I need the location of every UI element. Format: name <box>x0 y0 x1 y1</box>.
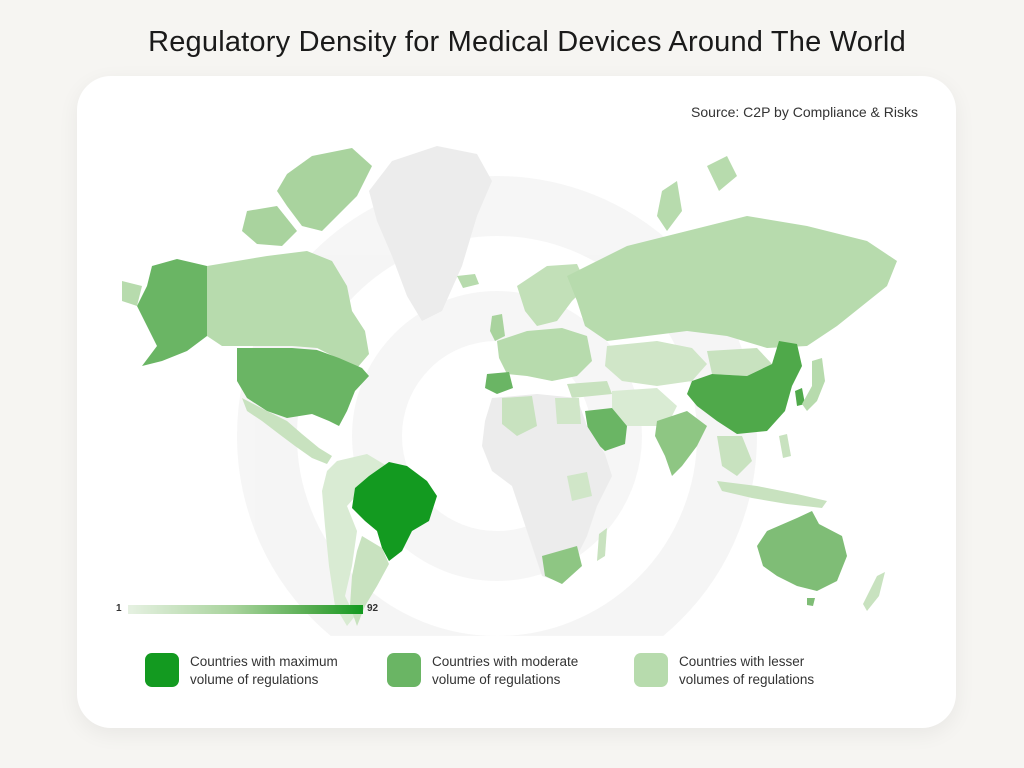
region-andean-south-america[interactable] <box>322 454 387 626</box>
source-label: Source: C2P by Compliance & Risks <box>691 104 918 120</box>
scale-min-label: 1 <box>116 603 122 614</box>
region-canada-islands-2[interactable] <box>242 206 297 246</box>
legend-label-maximum-line2: volume of regulations <box>190 672 319 687</box>
region-canada[interactable] <box>207 251 369 368</box>
legend-label-maximum-line1: Countries with maximum <box>190 654 338 669</box>
region-mongolia[interactable] <box>707 348 772 376</box>
region-algeria[interactable] <box>502 396 537 436</box>
scale-max-label: 92 <box>367 603 379 614</box>
region-russia[interactable] <box>567 216 897 348</box>
chart-title: Regulatory Density for Medical Devices A… <box>148 26 906 58</box>
legend-label-moderate: Countries with moderate volume of regula… <box>432 653 602 689</box>
region-uk[interactable] <box>490 314 505 341</box>
region-tasmania[interactable] <box>807 598 815 606</box>
legend-swatch-maximum <box>145 653 179 687</box>
region-turkey[interactable] <box>567 381 612 398</box>
region-canada-islands[interactable] <box>277 148 372 231</box>
region-new-zealand[interactable] <box>863 572 885 611</box>
legend-label-lesser-line2: volumes of regulations <box>679 672 815 687</box>
legend-label-lesser: Countries with lesser volumes of regulat… <box>679 653 849 689</box>
region-south-korea[interactable] <box>795 388 805 406</box>
legend-swatch-moderate <box>387 653 421 687</box>
legend-item-maximum: Countries with maximum volume of regulat… <box>145 653 360 689</box>
region-russia-far-east-tip[interactable] <box>122 281 142 306</box>
region-brazil[interactable] <box>352 462 437 561</box>
region-madagascar[interactable] <box>597 528 607 561</box>
legend-item-moderate: Countries with moderate volume of regula… <box>387 653 602 689</box>
region-greenland[interactable] <box>369 146 492 321</box>
region-egypt[interactable] <box>555 398 581 424</box>
region-japan[interactable] <box>802 358 825 411</box>
region-china[interactable] <box>687 341 802 434</box>
legend-label-moderate-line1: Countries with moderate <box>432 654 579 669</box>
region-kenya[interactable] <box>567 472 592 501</box>
legend-label-lesser-line1: Countries with lesser <box>679 654 805 669</box>
region-western-europe[interactable] <box>497 328 592 381</box>
region-mexico[interactable] <box>242 398 332 464</box>
world-map <box>107 136 937 636</box>
chart-card: Source: C2P by Compliance & Risks <box>77 76 956 728</box>
region-kazakhstan[interactable] <box>605 341 707 386</box>
region-iceland[interactable] <box>457 274 479 288</box>
legend-swatch-lesser <box>634 653 668 687</box>
region-alaska[interactable] <box>137 259 207 366</box>
scale-gradient-bar <box>128 605 363 614</box>
legend-label-maximum: Countries with maximum volume of regulat… <box>190 653 360 689</box>
region-southeast-asia[interactable] <box>717 436 752 476</box>
region-philippines[interactable] <box>779 434 791 458</box>
legend-item-lesser: Countries with lesser volumes of regulat… <box>634 653 849 689</box>
region-australia[interactable] <box>757 511 847 591</box>
legend: Countries with maximum volume of regulat… <box>145 653 905 693</box>
region-africa[interactable] <box>482 394 612 581</box>
legend-label-moderate-line2: volume of regulations <box>432 672 561 687</box>
region-india[interactable] <box>655 411 707 476</box>
region-indonesia[interactable] <box>717 481 827 508</box>
region-spain[interactable] <box>485 372 513 394</box>
region-south-africa[interactable] <box>542 546 582 584</box>
color-scale: 1 92 <box>114 602 394 618</box>
region-arctic-islands-2[interactable] <box>707 156 737 191</box>
region-iran-area[interactable] <box>612 388 677 426</box>
region-arctic-islands[interactable] <box>657 181 682 231</box>
region-united-states[interactable] <box>237 348 369 426</box>
region-argentina[interactable] <box>350 536 389 626</box>
